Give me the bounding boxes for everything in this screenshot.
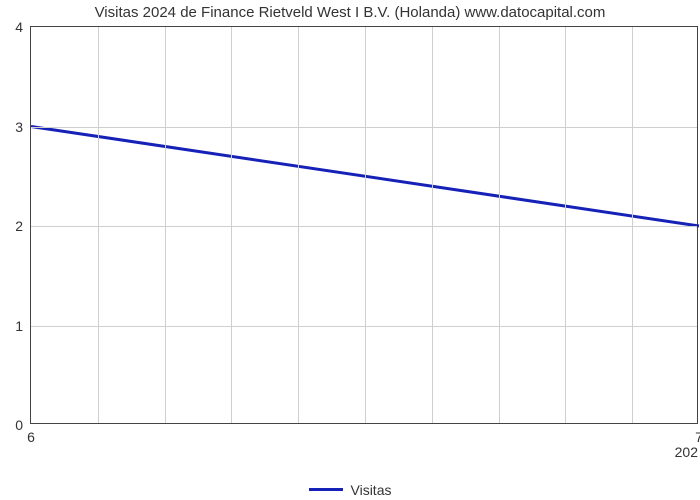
gridline-v bbox=[499, 27, 500, 423]
gridline-v bbox=[632, 27, 633, 423]
gridline-h bbox=[31, 326, 697, 327]
x-tick-label: 6 bbox=[27, 423, 35, 445]
gridline-v bbox=[565, 27, 566, 423]
gridline-v bbox=[165, 27, 166, 423]
gridline-v bbox=[98, 27, 99, 423]
gridline-v bbox=[432, 27, 433, 423]
plot-area: 0123467 bbox=[30, 26, 698, 424]
y-tick-label: 2 bbox=[15, 218, 31, 234]
gridline-h bbox=[31, 226, 697, 227]
y-tick-label: 4 bbox=[15, 19, 31, 35]
gridline-v bbox=[231, 27, 232, 423]
y-tick-label: 1 bbox=[15, 318, 31, 334]
x-truncated-label: 202 bbox=[675, 444, 698, 460]
legend-item-visitas: Visitas bbox=[309, 482, 392, 498]
chart-title: Visitas 2024 de Finance Rietveld West I … bbox=[0, 4, 700, 21]
gridline-h bbox=[31, 127, 697, 128]
gridline-v bbox=[365, 27, 366, 423]
x-tick-label: 7 bbox=[695, 423, 700, 445]
legend-swatch bbox=[309, 488, 343, 491]
legend-label: Visitas bbox=[351, 482, 392, 498]
chart-container: Visitas 2024 de Finance Rietveld West I … bbox=[0, 0, 700, 500]
legend: Visitas bbox=[0, 478, 700, 498]
gridline-v bbox=[298, 27, 299, 423]
y-tick-label: 3 bbox=[15, 119, 31, 135]
